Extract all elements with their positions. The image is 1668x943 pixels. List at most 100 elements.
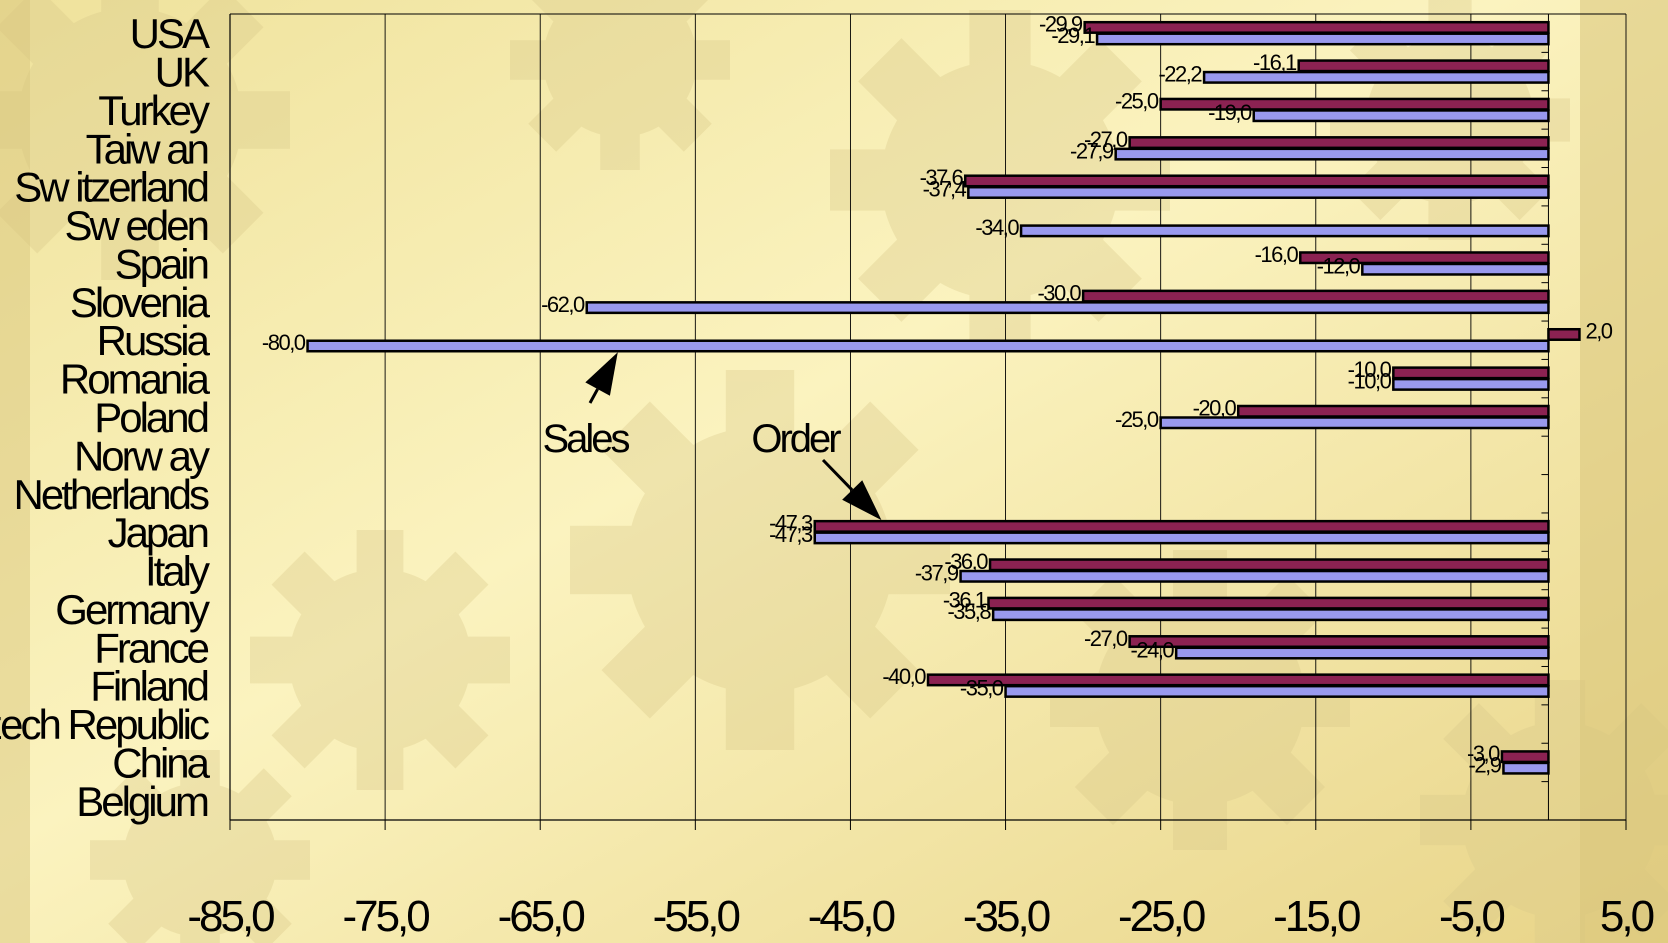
data-label: -34,0 — [975, 215, 1019, 240]
x-tick-label: -65,0 — [498, 892, 585, 941]
x-tick-label: -75,0 — [342, 892, 429, 941]
bar — [1361, 262, 1550, 276]
annotation-arrow-shaft — [821, 458, 854, 492]
annotation-arrow-head — [842, 480, 882, 521]
bar — [306, 339, 1550, 353]
bar — [1114, 147, 1550, 161]
category-label: Finland — [90, 663, 207, 710]
x-tick-label: 5,0 — [1600, 892, 1654, 941]
gear-shape — [510, 0, 730, 170]
category-label: China — [112, 739, 210, 786]
category-label: Taiw an — [86, 125, 208, 172]
bar — [1392, 366, 1550, 380]
gear-shape — [0, 0, 290, 280]
category-label: Turkey — [98, 87, 210, 134]
data-label: -47,3 — [769, 511, 813, 536]
bar — [1297, 59, 1550, 73]
data-label: -12,0 — [1317, 253, 1361, 278]
data-label: -10,0 — [1348, 357, 1392, 382]
data-label: -22,2 — [1158, 62, 1202, 87]
x-tick-label: -55,0 — [653, 892, 740, 941]
data-label: -29,9 — [1039, 12, 1083, 37]
bar — [1083, 20, 1550, 34]
data-label: -16,0 — [1255, 242, 1299, 267]
category-label: Norw ay — [74, 432, 210, 479]
left-edge-shade — [0, 0, 30, 943]
bar — [1392, 377, 1550, 391]
bar — [959, 569, 1550, 583]
bar — [1502, 761, 1550, 775]
annotation-arrow-head — [585, 352, 618, 396]
category-label: Germany — [55, 586, 210, 633]
bar — [926, 673, 1550, 687]
bar — [813, 531, 1550, 545]
bar — [1159, 416, 1550, 430]
category-label: Belgium — [76, 778, 208, 825]
data-label: -25,0 — [1115, 88, 1159, 113]
bar — [1202, 70, 1550, 84]
data-label: -80,0 — [262, 330, 306, 355]
category-label: Italy — [145, 548, 210, 595]
right-edge-shade — [1580, 0, 1668, 943]
bar — [1128, 635, 1550, 649]
data-label: -36,1 — [943, 587, 987, 612]
bar — [585, 301, 1550, 315]
category-label: Czech Republic — [0, 701, 209, 748]
bar — [987, 596, 1550, 610]
x-tick-label: -45,0 — [808, 892, 895, 941]
data-label: -62,0 — [541, 292, 585, 317]
x-tick-label: -25,0 — [1118, 892, 1205, 941]
data-label: -35,0 — [960, 676, 1004, 701]
bar — [1004, 684, 1550, 698]
bar — [1547, 327, 1581, 341]
bar — [1019, 224, 1550, 238]
category-label: UK — [155, 49, 210, 96]
data-label: -24,0 — [1131, 637, 1175, 662]
data-label: -37,6 — [920, 165, 964, 190]
x-tick-label: -15,0 — [1273, 892, 1360, 941]
data-label: -27,9 — [1070, 138, 1114, 163]
category-label: France — [94, 624, 208, 671]
data-label: -47,3 — [769, 522, 813, 547]
data-label: -27,0 — [1084, 626, 1128, 651]
bar — [988, 558, 1550, 572]
bar — [1095, 32, 1550, 46]
bar — [1236, 404, 1550, 418]
category-label: Russia — [97, 317, 211, 364]
data-label: 2,0 — [1585, 319, 1612, 344]
category-label: Slovenia — [70, 279, 211, 326]
x-tick-label: -35,0 — [963, 892, 1050, 941]
bar — [967, 185, 1550, 199]
bar — [1500, 750, 1550, 764]
category-label: Romania — [60, 356, 211, 403]
data-label: -3,0 — [1467, 741, 1500, 766]
category-label: USA — [130, 10, 210, 57]
category-label: Japan — [108, 509, 208, 556]
x-tick-label: -85,0 — [187, 892, 274, 941]
bar — [963, 174, 1550, 188]
annotation-label: Sales — [542, 417, 629, 461]
gear-shape — [90, 750, 310, 943]
bar — [991, 608, 1550, 622]
category-label: Sw eden — [65, 202, 208, 249]
data-label: -29,1 — [1051, 23, 1095, 48]
x-tick-label: -5,0 — [1439, 892, 1504, 941]
annotation-label: Order — [751, 417, 841, 461]
data-label: -35,8 — [947, 599, 991, 624]
bar — [1128, 136, 1550, 150]
bar — [813, 519, 1550, 533]
bar — [1252, 109, 1550, 123]
category-label: Netherlands — [14, 471, 209, 518]
data-label: -10,0 — [1348, 369, 1392, 394]
gear-shape — [570, 370, 950, 750]
category-label: Sw itzerland — [14, 164, 207, 211]
annotation-arrow-shaft — [588, 388, 599, 404]
category-label: Poland — [94, 394, 207, 441]
data-label: -25,0 — [1115, 407, 1159, 432]
category-label: Spain — [115, 240, 208, 287]
data-label: -37,9 — [915, 561, 959, 586]
data-label: -2,9 — [1469, 752, 1502, 777]
data-label: -19,0 — [1208, 100, 1252, 125]
